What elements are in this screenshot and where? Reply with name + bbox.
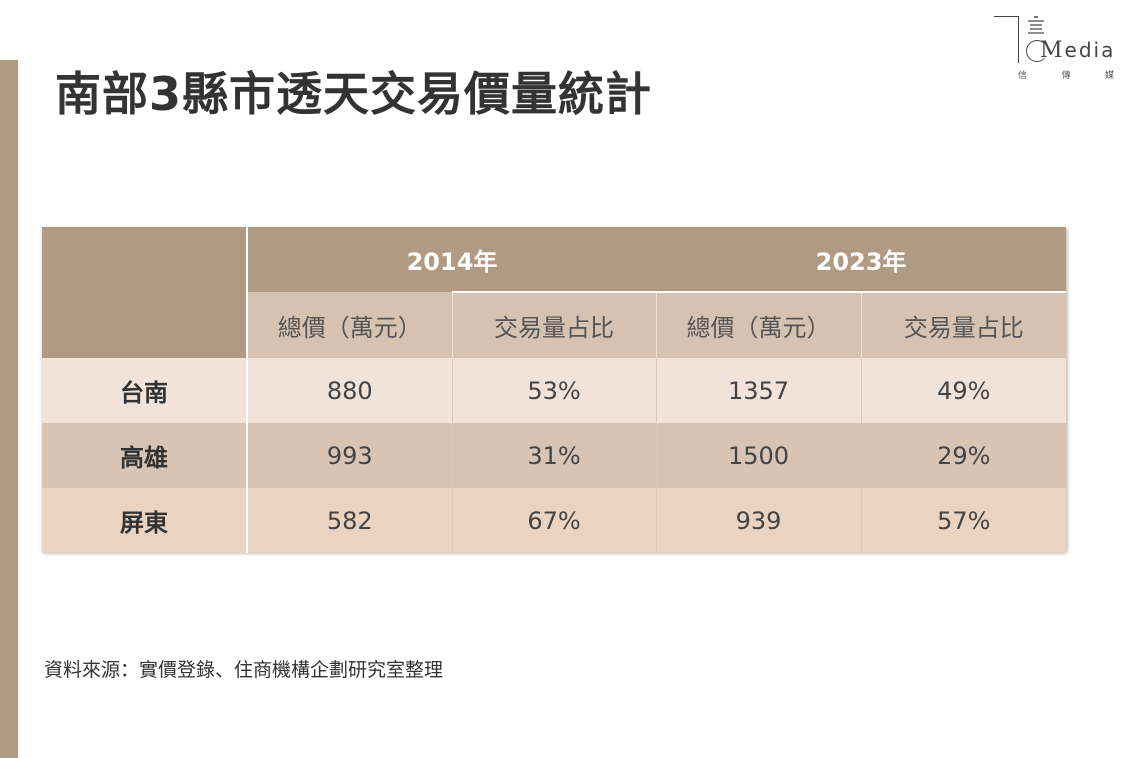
table-row: 高雄 993 31% 1500 29% — [42, 423, 1067, 488]
logo-frame-icon — [994, 16, 1019, 63]
column-header: 交易量占比 — [860, 291, 1067, 358]
media-logo: Media 信 傳 媒 — [990, 12, 1120, 84]
table-cell: 67% — [451, 488, 657, 553]
row-label: 高雄 — [42, 423, 248, 488]
year-header: 2014年 — [247, 227, 657, 292]
table-row: 台南 880 53% 1357 49% — [42, 358, 1067, 423]
logo-brand-text: edia — [1064, 38, 1116, 62]
row-label: 台南 — [42, 358, 248, 423]
source-note: 資料來源：實價登錄、住商機構企劃研究室整理 — [44, 659, 444, 681]
column-header: 交易量占比 — [451, 291, 657, 358]
logo-c-icon — [1026, 40, 1048, 62]
row-label: 屏東 — [42, 488, 248, 553]
table-cell: 29% — [860, 423, 1067, 488]
logo-glyph-icon — [1022, 14, 1052, 64]
table-cell: 53% — [451, 358, 657, 423]
table-cell: 880 — [246, 358, 452, 423]
table-cell: 993 — [246, 423, 452, 488]
logo-sub-char: 媒 — [1104, 71, 1114, 81]
table-cell: 49% — [860, 358, 1067, 423]
table-cell: 1500 — [655, 423, 862, 488]
logo-sub-char: 傳 — [1061, 71, 1071, 81]
logo-subtitle: 信 傳 媒 — [1018, 68, 1114, 81]
year-header: 2023年 — [656, 227, 1067, 292]
table-cell: 57% — [860, 488, 1067, 553]
column-header: 總價（萬元） — [247, 292, 452, 358]
table-cell: 31% — [451, 423, 657, 488]
year-header-row: 2014年 2023年 — [42, 227, 1067, 358]
accent-bar — [0, 60, 18, 758]
table-row: 屏東 582 67% 939 57% — [42, 488, 1067, 553]
corner-cell — [42, 227, 248, 358]
column-header: 總價（萬元） — [655, 291, 862, 358]
table-cell: 939 — [655, 488, 862, 553]
logo-brand: Media — [1040, 38, 1116, 63]
page-title: 南部3縣市透天交易價量統計 — [55, 67, 653, 121]
table-cell: 1357 — [655, 358, 862, 423]
table-cell: 582 — [246, 488, 452, 553]
column-header-row: 總價（萬元） 交易量占比 總價（萬元） 交易量占比 — [42, 291, 1067, 358]
logo-sub-char: 信 — [1018, 71, 1028, 81]
transaction-table: 2014年 2023年 總價（萬元） 交易量占比 總價（萬元） 交易量占比 台南… — [42, 227, 1067, 553]
data-table-container: 2014年 2023年 總價（萬元） 交易量占比 總價（萬元） 交易量占比 台南… — [42, 227, 1067, 553]
